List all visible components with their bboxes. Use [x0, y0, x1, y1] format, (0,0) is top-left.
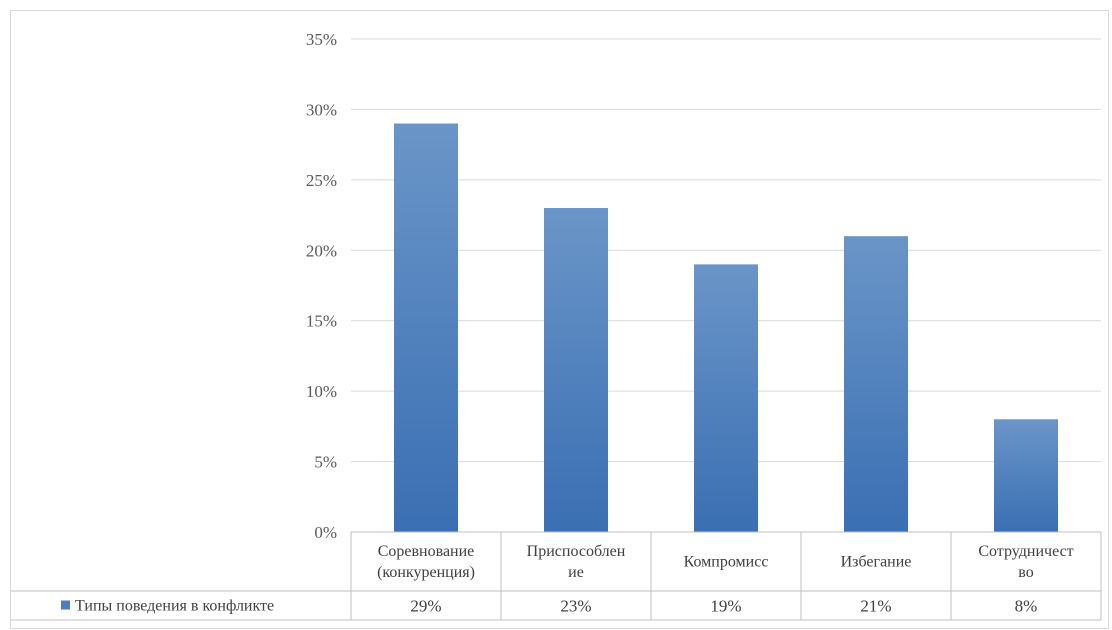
category-label: Избегание — [841, 554, 912, 571]
y-tick-label: 0% — [314, 523, 337, 542]
data-table-value: 23% — [560, 597, 591, 616]
bar — [394, 123, 458, 532]
data-table-value: 21% — [860, 597, 891, 616]
legend-label: Типы поведения в конфликте — [75, 598, 274, 615]
bar — [694, 264, 758, 532]
legend-swatch — [61, 600, 70, 610]
category-label: Соревнование — [378, 543, 475, 560]
y-tick-label: 35% — [306, 30, 337, 49]
bar-chart: 0% 5% 10% 15% 20% 25% 30% 35% Соревнование (конк… — [11, 30, 1102, 621]
category-label: Приспособлен — [527, 543, 626, 560]
category-label: ие — [568, 564, 584, 581]
y-tick-label: 25% — [306, 171, 337, 190]
category-label: Компромисс — [684, 554, 769, 571]
y-tick-label: 30% — [306, 100, 337, 119]
category-label: (конкуренция) — [377, 564, 475, 581]
chart-frame: 0% 5% 10% 15% 20% 25% 30% 35% Соревнование (конк… — [10, 10, 1109, 629]
y-tick-label: 20% — [306, 241, 337, 260]
bar — [544, 208, 608, 532]
category-label: во — [1018, 564, 1033, 581]
data-table-value: 29% — [410, 597, 441, 616]
data-table-value: 8% — [1015, 597, 1038, 616]
bar — [844, 236, 908, 532]
y-tick-label: 15% — [306, 312, 337, 331]
y-tick-label: 5% — [314, 453, 337, 472]
category-label: Сотрудничест — [978, 543, 1073, 560]
bar — [994, 419, 1058, 532]
data-table-value: 19% — [710, 597, 741, 616]
y-tick-label: 10% — [306, 382, 337, 401]
